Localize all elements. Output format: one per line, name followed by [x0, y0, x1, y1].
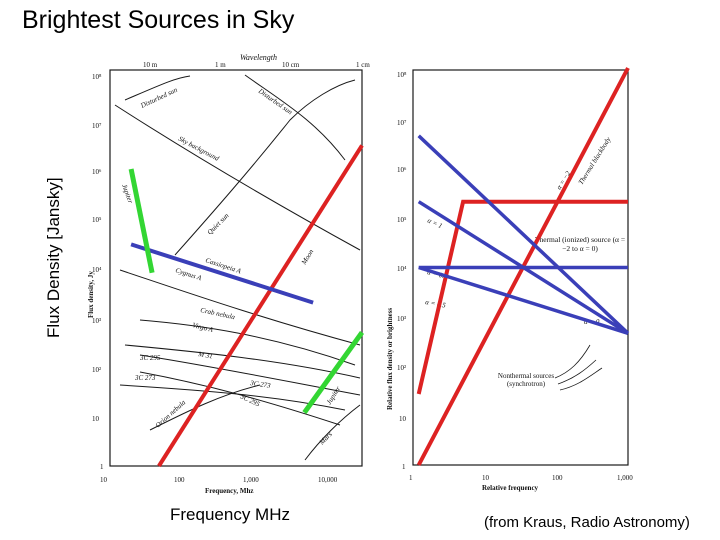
label-crab-nebula: Crab nebula [200, 306, 237, 321]
curve-m31 [139, 354, 361, 396]
label-thermal-ionized: Thermal (ionized) source (α = −2 to α = … [535, 236, 625, 253]
label-thermal-blackbody: Thermal blackbody [577, 135, 613, 186]
curve-virgo-a [124, 344, 361, 379]
series-line-blue-1 [130, 242, 314, 305]
curve-sky-background [114, 104, 361, 251]
left-y-tick: 10⁵ [92, 216, 102, 224]
right-x-axis-label: Relative frequency [482, 484, 539, 492]
series-line-green-3 [302, 330, 365, 415]
curve-disturbed-sun-1 [124, 75, 191, 101]
left-x-tick: 1,000 [243, 476, 259, 484]
label-disturbed-sun: Disturbed sun [139, 86, 180, 111]
label-m31: M 31 [197, 350, 214, 361]
label-cygnus-a: Cygnus A [174, 266, 203, 282]
left-y-tick: 10⁶ [92, 168, 102, 176]
left-top-axis-label: Wavelength [240, 53, 277, 62]
curve-orion-nebula [149, 384, 261, 431]
right-x-tick: 100 [552, 474, 563, 482]
curve-3c295 [139, 371, 341, 426]
left-top-tick: 1 cm [356, 61, 370, 69]
left-series-group [128, 144, 365, 468]
label-virgo-a: Virgo A [192, 321, 215, 334]
x-axis-label: Frequency MHz [170, 505, 290, 524]
left-top-tick: 1 m [215, 61, 226, 69]
left-x-tick: 10 [100, 476, 108, 484]
left-x-tick: 100 [174, 476, 185, 484]
label-nonthermal-sources: Nonthermal sources (synchrotron) [498, 372, 554, 388]
curve-cygnus-a [119, 269, 361, 346]
left-y-tick: 10 [92, 415, 100, 423]
left-y-tick: 10² [92, 366, 101, 374]
right-y-tick: 10 [399, 415, 407, 423]
left-printed-curves [114, 74, 361, 461]
right-x-tick: 10 [482, 474, 490, 482]
annotation-arrows [554, 344, 603, 391]
right-series-group [416, 67, 630, 466]
series-line-red-1 [416, 199, 628, 395]
source-credit: (from Kraus, Radio Astronomy) [484, 514, 690, 531]
slide-title: Brightest Sources in Sky [22, 6, 295, 34]
left-y-tick: 10⁴ [92, 266, 102, 274]
left-top-tick: 10 cm [282, 61, 300, 69]
arrow [557, 359, 597, 385]
label-3c273: 3C 273 [134, 374, 156, 382]
left-top-tick: 10 m [143, 61, 158, 69]
arrow [554, 344, 591, 379]
left-y-tick: 10⁷ [92, 122, 102, 130]
series-line-green-2 [128, 168, 155, 274]
series-line-red-0 [157, 144, 364, 468]
label-alpha-0-5: α = 0.5 [425, 298, 447, 310]
label-disturbed-sun: Disturbed sun [256, 87, 294, 117]
series-line-blue-4 [418, 265, 629, 335]
right-chart: 10⁸ 10⁷ 10⁶ 10⁵ 10⁴ 10³ 10² 10 1 1 10 10… [386, 67, 633, 492]
label-3c295: 3C 295 [139, 354, 161, 362]
arrow [559, 367, 603, 391]
left-chart: Wavelength 10 m 1 m 10 cm 1 cm 10⁸ 10⁷ 1… [87, 53, 370, 495]
left-x-axis-label: Frequency, Mhz [205, 487, 253, 495]
left-y-axis-label: Flux density, Jy [87, 271, 95, 318]
right-y-tick: 10³ [397, 315, 406, 323]
right-x-tick: 1,000 [617, 474, 633, 482]
series-line-blue-2 [417, 134, 630, 335]
label-jupiter: Jupiter [325, 385, 342, 406]
right-x-tick: 1 [409, 474, 413, 482]
right-y-tick: 10⁸ [397, 71, 407, 79]
label-3c295: 3C 295 [238, 392, 261, 409]
label-moon: Moon [299, 248, 315, 267]
right-y-tick: 10⁵ [397, 216, 407, 224]
left-y-tick: 1 [100, 463, 104, 471]
right-y-tick: 10⁷ [397, 119, 407, 127]
left-y-tick: 10³ [92, 317, 101, 325]
left-plot-frame [109, 69, 363, 467]
curve-quiet-sun [174, 79, 356, 256]
right-y-tick: 10² [397, 364, 406, 372]
label-mars: Mars [317, 430, 334, 447]
right-y-axis-label: Relative flux density or brightness [386, 308, 394, 410]
left-x-tick: 10,000 [318, 476, 338, 484]
left-y-tick: 10⁸ [92, 73, 102, 81]
right-y-tick: 10⁴ [397, 265, 407, 273]
label-sky-background: Sky background [177, 135, 221, 163]
curve-mars [304, 404, 361, 461]
label-3c273: 3C 273 [249, 379, 272, 390]
curve-disturbed-sun-2 [244, 74, 346, 161]
label-alpha-1: α = 1 [426, 217, 443, 231]
right-y-tick: 10⁶ [397, 166, 407, 174]
curve-crab-nebula [139, 319, 356, 366]
right-y-tick: 1 [402, 463, 406, 471]
